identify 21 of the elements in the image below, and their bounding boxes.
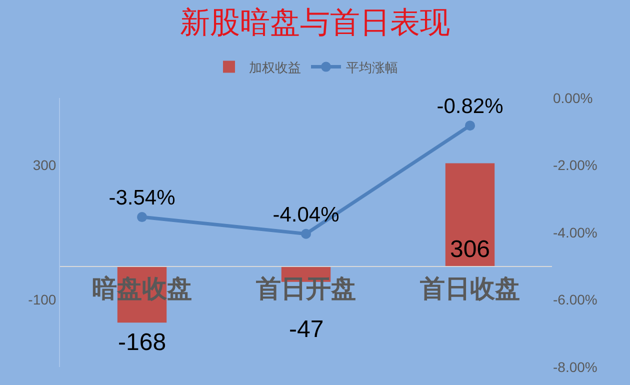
- x-tick-label: 首日开盘: [255, 275, 356, 304]
- point: [137, 212, 147, 222]
- data-label: 306: [450, 236, 490, 264]
- point: [465, 120, 475, 131]
- y2-tick-label: -4.00%: [553, 224, 598, 240]
- data-label: -3.54%: [108, 186, 176, 210]
- data-label: -4.04%: [272, 203, 340, 226]
- data-label: -0.82%: [436, 95, 504, 118]
- legend-label: 加权收益: [249, 60, 301, 75]
- y2-tick-label: -2.00%: [553, 157, 598, 174]
- y2-tick-label: -6.00%: [553, 292, 598, 308]
- x-tick-label: 首日收盘: [419, 275, 520, 304]
- point: [301, 228, 311, 239]
- data-label: -47: [289, 316, 324, 343]
- y2-tick-label: -8.00%: [553, 358, 598, 375]
- data-label: -168: [118, 329, 166, 356]
- y2-tick-label: 0.00%: [553, 90, 593, 106]
- chart-title: 新股暗盘与首日表现: [180, 6, 450, 40]
- y-tick-label: -100: [28, 292, 56, 308]
- y-tick-label: 300: [32, 157, 56, 174]
- legend-label: 平均涨幅: [346, 60, 398, 75]
